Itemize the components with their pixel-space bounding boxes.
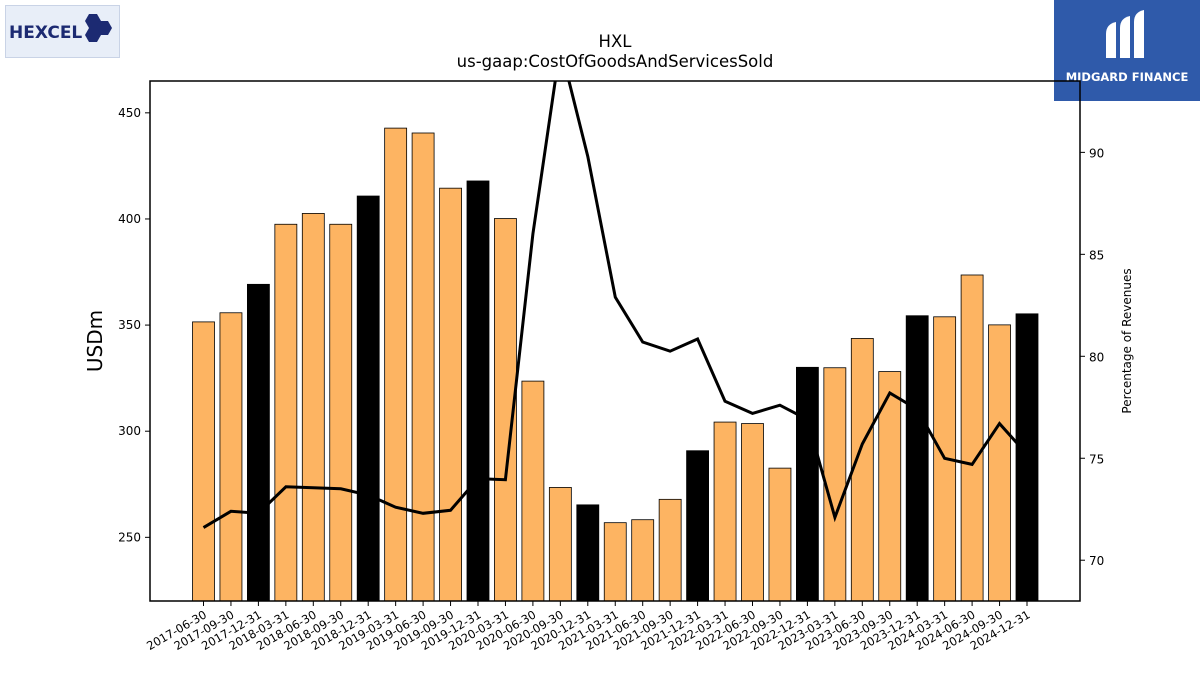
bar <box>576 504 600 602</box>
bar <box>1015 313 1039 602</box>
hexagon-icon <box>85 14 112 42</box>
chart-title: HXL <box>598 32 632 51</box>
bar <box>329 223 353 602</box>
bar <box>219 312 243 602</box>
bar-series <box>192 127 1039 602</box>
bar <box>548 487 572 602</box>
hexcel-logo: HEXCEL <box>5 5 120 58</box>
bar <box>960 274 984 602</box>
bar <box>246 283 270 602</box>
bar <box>631 519 655 602</box>
bar <box>741 423 764 602</box>
x-axis: 2017-06-302017-09-302017-12-312018-03-31… <box>144 601 1033 653</box>
bar <box>713 421 737 602</box>
midgard-mark-icon <box>1106 10 1144 58</box>
bar <box>850 338 874 602</box>
bar <box>768 467 792 602</box>
y-tick-label: 450 <box>118 106 141 120</box>
bar <box>411 132 435 602</box>
y-tick-label: 350 <box>118 318 141 332</box>
bar <box>301 213 325 602</box>
bar <box>686 450 709 602</box>
y2-tick-label: 90 <box>1089 146 1104 160</box>
y-tick-label: 400 <box>118 212 141 226</box>
y2-tick-label: 80 <box>1089 350 1104 364</box>
y2-tick-label: 70 <box>1089 554 1104 568</box>
hexcel-logo-text: HEXCEL <box>9 23 82 43</box>
y-axis-right: 70 75 80 85 90 <box>1080 146 1104 568</box>
bar <box>658 498 682 602</box>
bar <box>905 315 929 602</box>
y2-axis-label: Percentage of Revenues <box>1120 268 1134 413</box>
bar <box>384 127 408 602</box>
y2-tick-label: 75 <box>1089 452 1104 466</box>
bar <box>988 324 1011 602</box>
bar <box>603 522 627 602</box>
line-series <box>202 81 1029 529</box>
y2-tick-label: 85 <box>1089 248 1104 262</box>
chart-subtitle: us-gaap:CostOfGoodsAndServicesSold <box>456 52 774 71</box>
percentage-line <box>202 81 1029 529</box>
bar <box>356 195 380 602</box>
midgard-logo-text: MIDGARD FINANCE <box>1066 70 1189 84</box>
bar <box>466 180 490 602</box>
bar <box>192 321 215 602</box>
y-axis-label: USDm <box>83 310 107 372</box>
bar <box>274 223 298 602</box>
bar <box>796 366 819 602</box>
bar <box>439 187 462 602</box>
bar <box>521 380 545 602</box>
y-axis-left: 250 300 350 400 450 <box>118 106 150 544</box>
y-tick-label: 300 <box>118 424 141 438</box>
y-tick-label: 250 <box>118 530 141 544</box>
midgard-finance-logo: MIDGARD FINANCE <box>1054 0 1200 101</box>
